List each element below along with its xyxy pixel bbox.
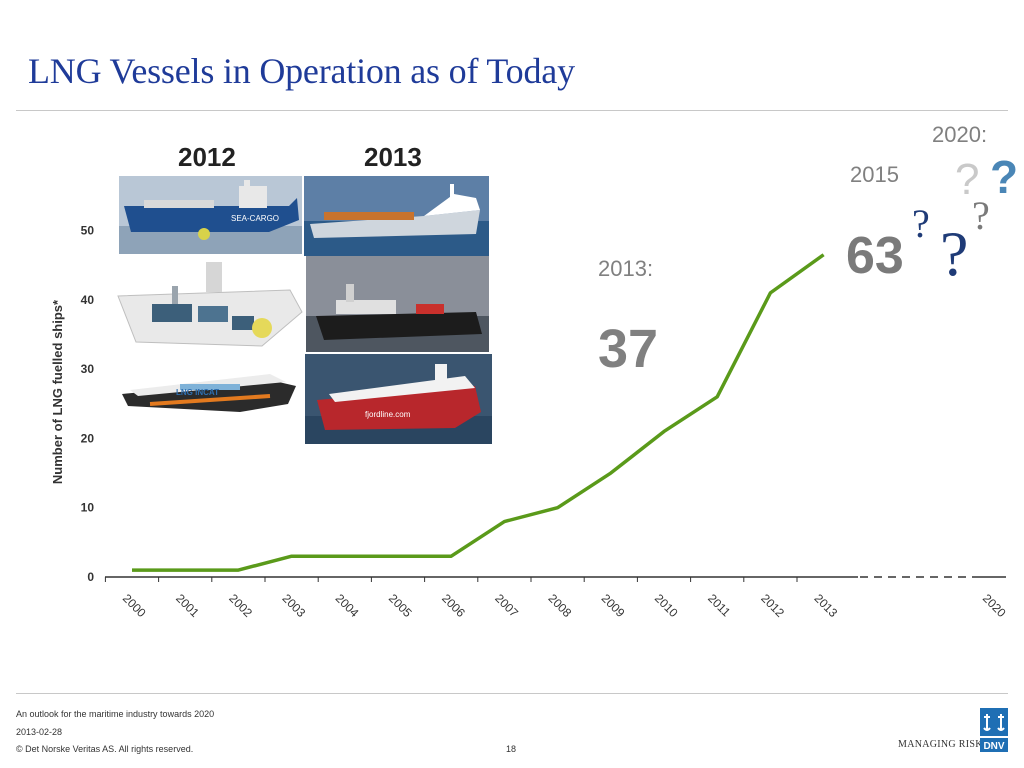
annotation-2015: 2015 [850, 162, 899, 187]
x-tick-label: 2011 [705, 591, 733, 619]
y-tick-label: 50 [81, 224, 95, 238]
photo-label-incat: LNG INCAT [176, 388, 219, 397]
title-divider [16, 110, 1008, 111]
y-tick-label: 0 [87, 570, 94, 584]
vessel-photo-seacargo: SEA-CARGO [119, 176, 302, 254]
footer-divider [16, 693, 1008, 694]
photo-label-seacargo: SEA-CARGO [231, 214, 280, 223]
y-tick-label: 10 [81, 501, 95, 515]
x-tick-label: 2008 [545, 591, 574, 620]
gallery-year-2012: 2012 [178, 142, 236, 172]
photo-label-fjordline: fjordline.com [365, 410, 411, 419]
page-number: 18 [506, 744, 517, 754]
y-tick-label: 40 [81, 293, 95, 307]
question-mark-blue: ? [990, 151, 1019, 203]
footer-presentation-title: An outlook for the maritime industry tow… [16, 709, 215, 719]
y-axis-label: Number of LNG fuelled ships* [50, 299, 65, 484]
vessel-photo-incat: LNG INCAT [120, 360, 298, 418]
y-tick-label: 30 [81, 362, 95, 376]
dnv-logo-text: DNV [983, 741, 1004, 752]
gallery-year-2013: 2013 [364, 142, 422, 172]
vessel-photo-supply [304, 176, 489, 256]
value-2015-count: 63 [846, 227, 904, 285]
footer-copyright: © Det Norske Veritas AS. All rights rese… [16, 744, 194, 754]
x-tick-label: 2003 [279, 591, 308, 620]
x-tick-label: 2020 [980, 591, 1009, 620]
question-mark-small-navy: ? [912, 201, 930, 246]
lng-line-chart: 0 10 20 30 40 50 2000 2001 2002 2003 2004 2005 2006… [50, 224, 1009, 621]
x-tick-label: 2007 [492, 591, 521, 620]
x-tick-label: 2000 [120, 591, 149, 620]
y-tick-label: 20 [81, 431, 95, 445]
question-mark-large-navy: ? [940, 218, 969, 289]
annotation-2020: 2020: [932, 122, 988, 147]
x-tick-label: 2001 [173, 591, 202, 620]
x-tick-label: 2009 [599, 591, 628, 620]
vessel-photo-engine-cutaway [112, 256, 304, 348]
x-tick-label: 2006 [439, 591, 468, 620]
x-tick-label: 2010 [652, 591, 681, 620]
vessel-photo-fjordline: fjordline.com [305, 354, 492, 444]
x-tick-label: 2005 [386, 591, 415, 620]
value-2013-count: 37 [598, 319, 659, 379]
x-tick-label: 2004 [333, 591, 362, 620]
slide-title: LNG Vessels in Operation as of Today [28, 51, 575, 91]
x-tick-label: 2012 [758, 591, 787, 620]
series-line-lng-ships [132, 253, 825, 572]
footer-date: 2013-02-28 [16, 727, 63, 737]
dnv-logo: DNV [980, 708, 1008, 752]
managing-risk-tagline: MANAGING RISK [898, 739, 983, 750]
x-tick-label: 2002 [226, 591, 255, 620]
x-tick-label: 2013 [811, 591, 840, 620]
question-mark-gray: ? [972, 193, 990, 238]
annotation-2013: 2013: [598, 256, 654, 281]
vessel-photo-coastal [306, 256, 489, 352]
question-mark-light: ? [955, 155, 980, 204]
